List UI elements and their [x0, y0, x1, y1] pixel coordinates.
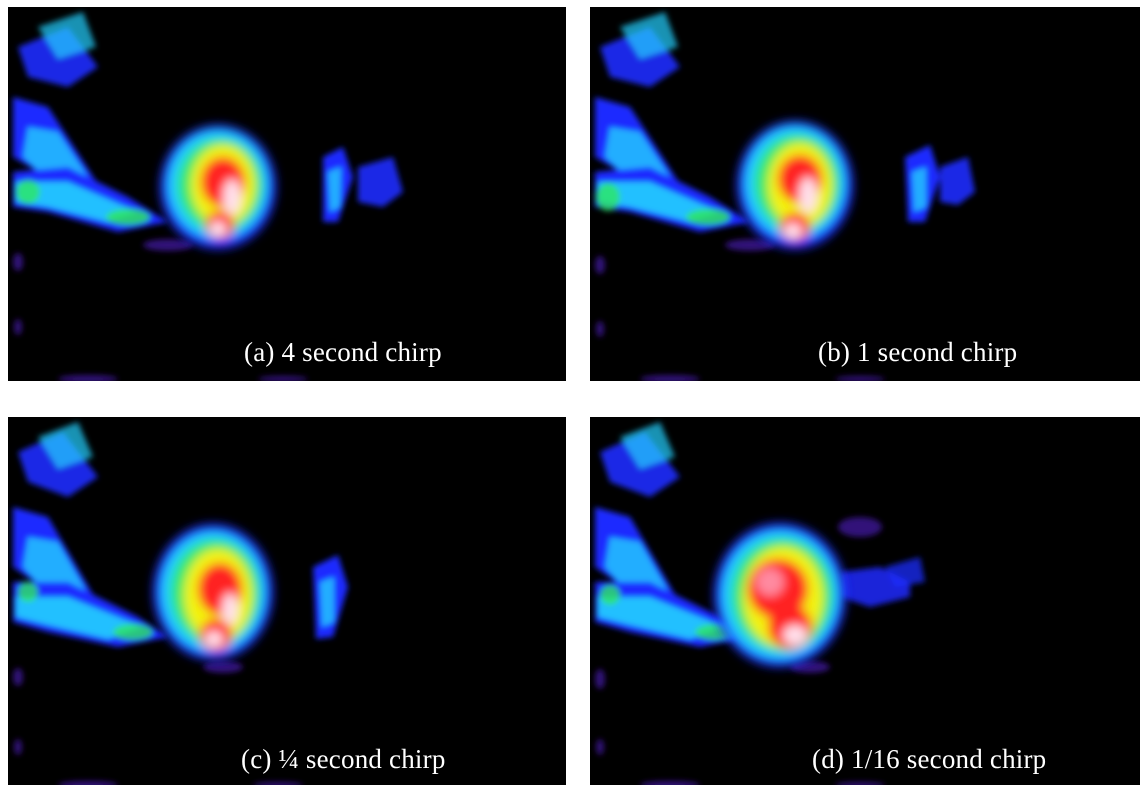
- heatmap-b: [595, 12, 975, 381]
- heatmap-d: [595, 422, 925, 785]
- heatmap-a: [13, 12, 403, 381]
- radar-image-panel-c: (c) ¼ second chirp: [8, 417, 566, 785]
- caption-a: (a) 4 second chirp: [244, 337, 442, 367]
- radar-image-panel-d: (d) 1/16 second chirp: [590, 417, 1140, 785]
- heatmap-c: [13, 422, 348, 785]
- radar-image-panel-a: (a) 4 second chirp: [8, 7, 566, 381]
- radar-image-panel-b: (b) 1 second chirp: [590, 7, 1140, 381]
- caption-b: (b) 1 second chirp: [818, 337, 1018, 367]
- caption-c: (c) ¼ second chirp: [241, 744, 446, 774]
- caption-d: (d) 1/16 second chirp: [812, 744, 1047, 774]
